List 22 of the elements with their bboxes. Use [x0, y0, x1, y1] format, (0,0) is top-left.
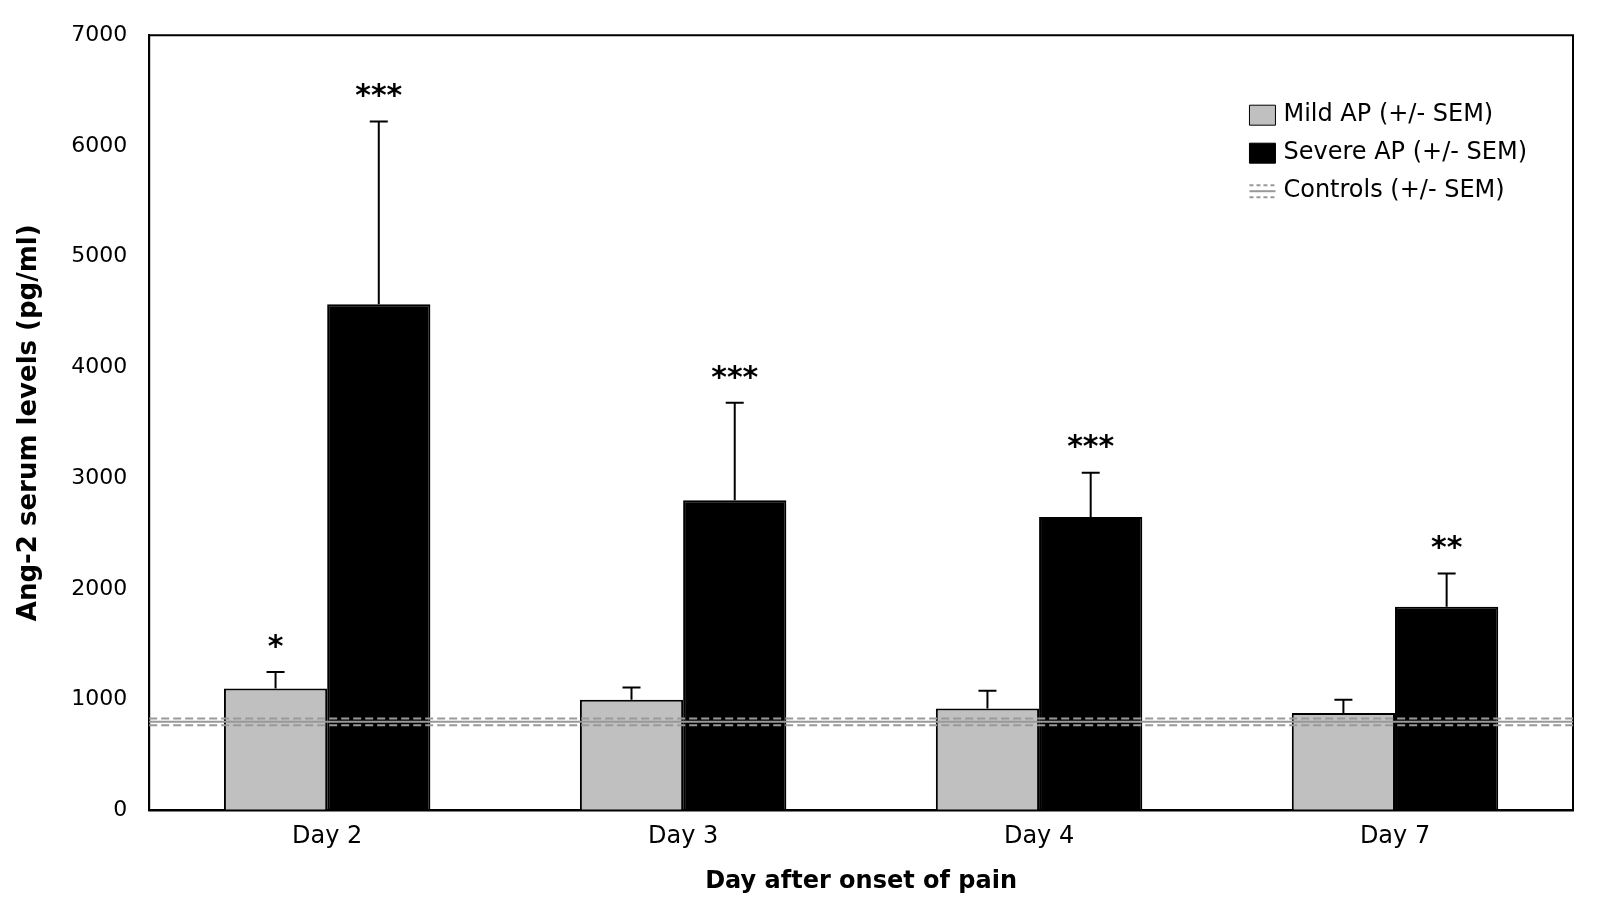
x-tick-label: Day 7 [1359, 821, 1431, 850]
annotation: *** [1067, 428, 1115, 464]
y-tick-label: 3000 [71, 463, 128, 489]
y-axis-title: Ang-2 serum levels (pg/ml) [12, 224, 43, 622]
y-tick-label: 5000 [71, 242, 128, 268]
x-tick-label: Day 3 [647, 821, 719, 850]
legend-label: Controls (+/- SEM) [1283, 175, 1505, 204]
annotation: * [267, 627, 284, 663]
y-tick-label: 7000 [71, 20, 128, 46]
legend-label: Severe AP (+/- SEM) [1283, 137, 1528, 166]
x-tick-label: Day 4 [1003, 821, 1075, 850]
x-axis-title: Day after onset of pain [705, 865, 1018, 894]
y-tick-label: 2000 [71, 574, 128, 600]
y-tick-label: 0 [113, 796, 128, 822]
x-tick-label: Day 2 [292, 821, 363, 850]
legend-label: Mild AP (+/- SEM) [1283, 99, 1494, 128]
annotation: *** [711, 358, 759, 394]
annotation: *** [355, 77, 403, 113]
y-tick-label: 1000 [71, 685, 128, 711]
y-tick-label: 4000 [71, 353, 128, 379]
annotation: ** [1430, 529, 1463, 565]
y-tick-label: 6000 [71, 131, 128, 157]
